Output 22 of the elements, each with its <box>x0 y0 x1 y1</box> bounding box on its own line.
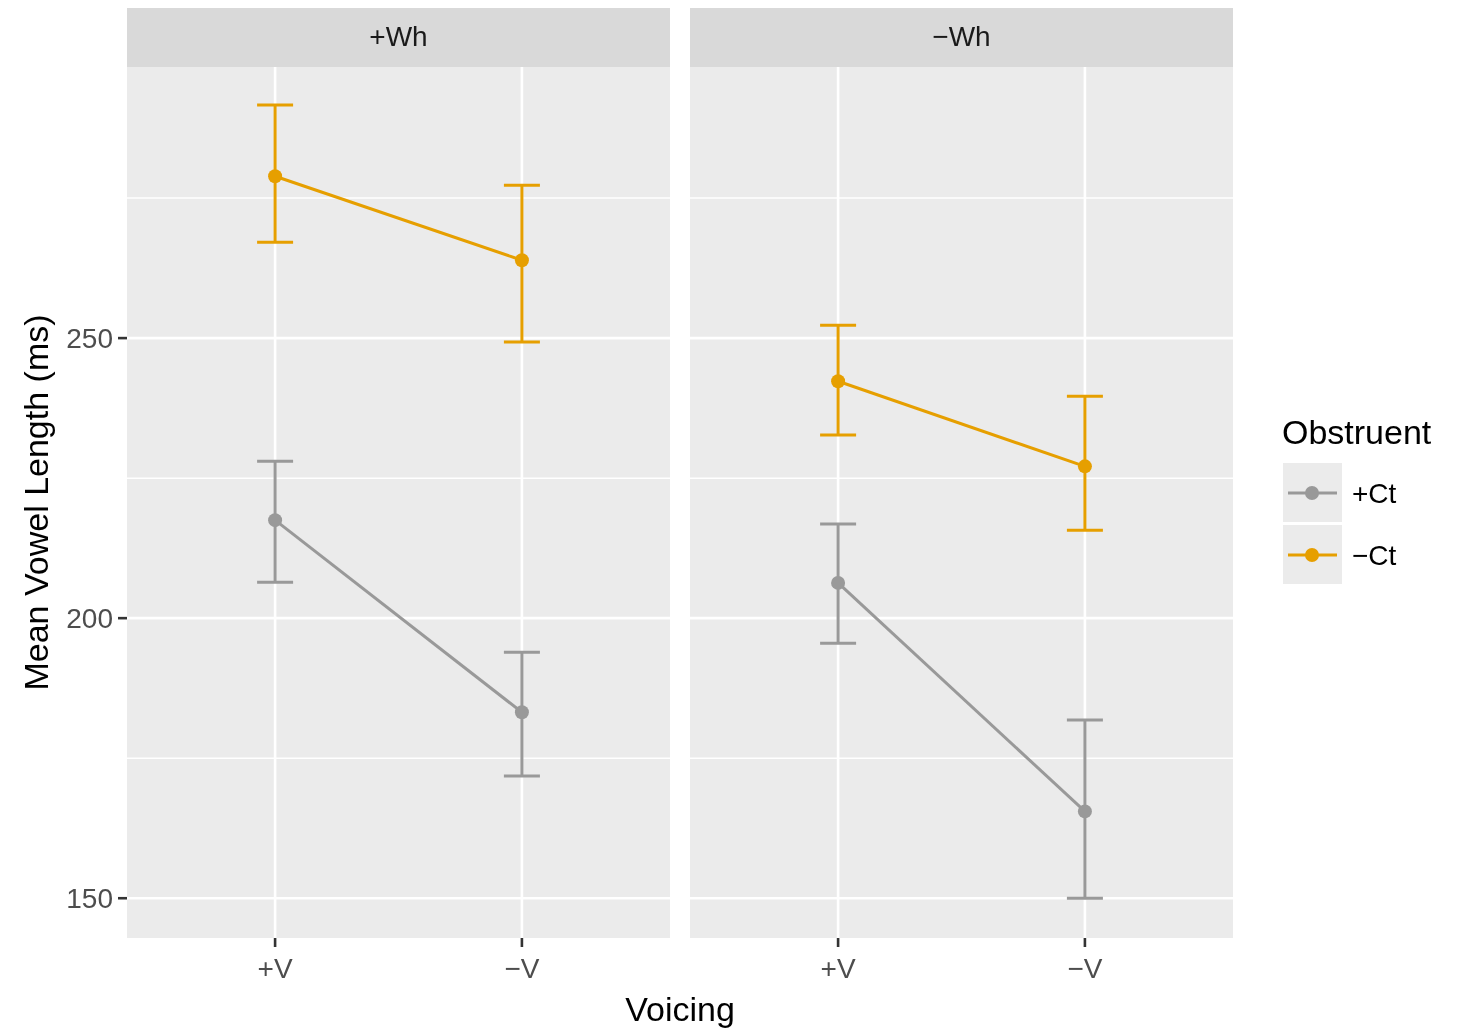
x-tick-label: −V <box>504 953 540 984</box>
point <box>268 513 283 528</box>
chart-title: +Wh <box>369 21 428 52</box>
legend-title: Obstruent <box>1282 413 1432 451</box>
y-tick-label: 150 <box>66 883 113 915</box>
x-tick-label: +V <box>257 953 293 984</box>
y-tick-label: 200 <box>66 603 113 635</box>
y-axis-title: Mean Vowel Length (ms) <box>17 314 55 691</box>
point <box>831 374 846 389</box>
x-tick-label: +V <box>820 953 856 984</box>
legend-label: −Ct <box>1352 540 1397 571</box>
point <box>514 705 529 720</box>
point <box>268 169 283 184</box>
chart-title: −Wh <box>932 21 991 52</box>
point <box>831 575 846 590</box>
x-tick-label: −V <box>1067 953 1103 984</box>
legend-label: +Ct <box>1352 478 1397 509</box>
point <box>1077 459 1092 474</box>
x-axis-title: Voicing <box>625 990 735 1028</box>
point <box>1077 804 1092 819</box>
point <box>514 253 529 268</box>
y-tick-label: 250 <box>66 323 113 355</box>
